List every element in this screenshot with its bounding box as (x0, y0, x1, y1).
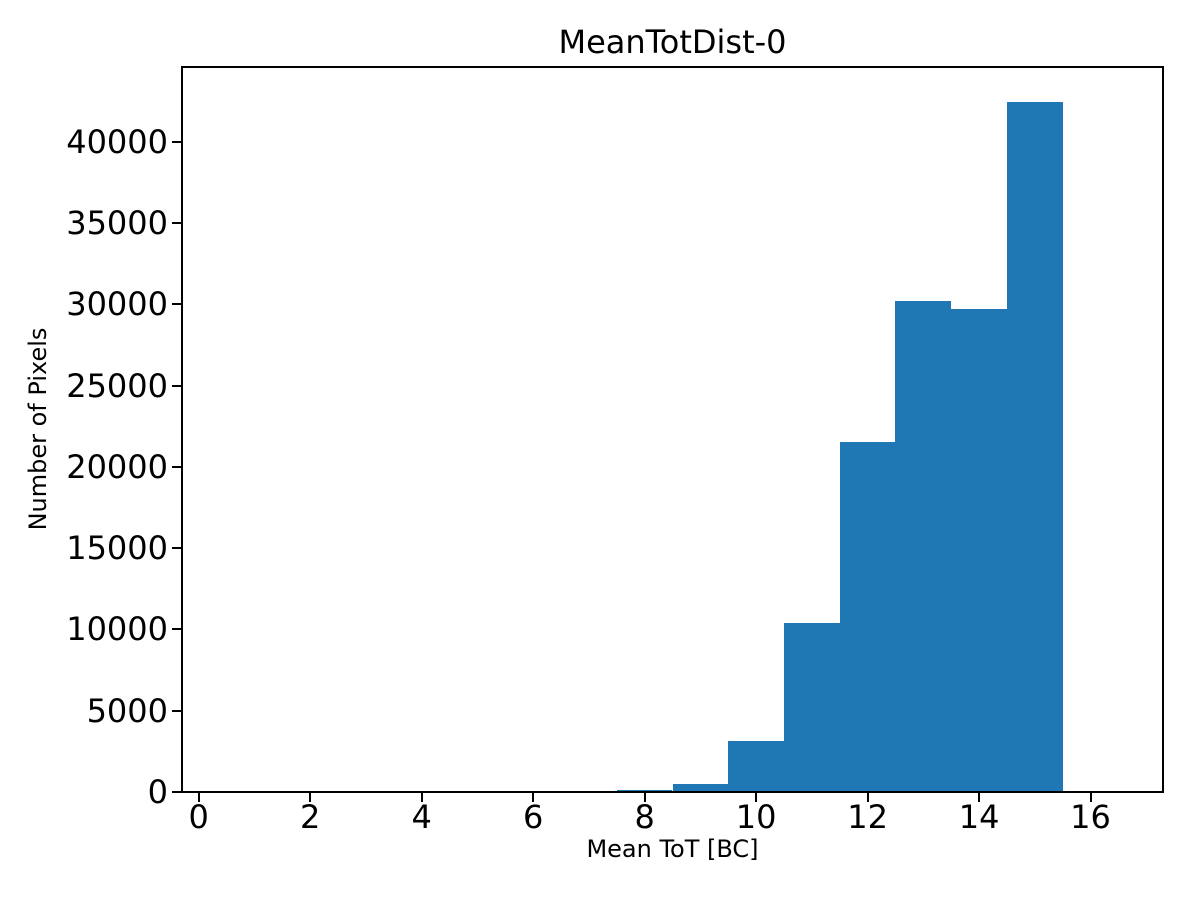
y-tick-label: 10000 (66, 610, 168, 649)
x-tick-label: 14 (958, 798, 1000, 836)
y-tick-label: 40000 (66, 122, 168, 161)
histogram-bar (616, 790, 673, 792)
y-tick-label: 25000 (66, 366, 168, 405)
x-tick-label: 4 (411, 798, 432, 836)
y-axis-label: Number of Pixels (24, 327, 52, 531)
y-tick-label: 0 (147, 773, 168, 811)
x-tick-label: 8 (634, 798, 655, 836)
x-tick-label: 10 (735, 798, 777, 836)
y-tick-mark (172, 140, 182, 143)
y-tick-label: 5000 (86, 691, 168, 730)
x-tick-label: 0 (188, 798, 209, 836)
chart-title: MeanTotDist-0 (558, 23, 787, 61)
y-tick-mark (172, 303, 182, 306)
y-tick-label: 35000 (66, 204, 168, 243)
y-tick-label: 15000 (66, 529, 168, 568)
x-tick-mark (532, 793, 535, 802)
x-tick-label: 6 (522, 798, 544, 836)
y-tick-mark (172, 628, 182, 631)
x-tick-mark (978, 793, 981, 802)
x-tick-mark (643, 793, 646, 802)
x-tick-mark (197, 793, 200, 802)
x-tick-mark (755, 793, 758, 802)
x-tick-mark (420, 793, 423, 802)
x-tick-mark (309, 793, 312, 802)
x-tick-label: 16 (1070, 798, 1111, 836)
y-tick-label: 30000 (66, 285, 168, 324)
x-tick-mark (866, 793, 869, 802)
y-tick-mark (172, 222, 182, 225)
x-axis-label: Mean ToT [BC] (586, 835, 759, 863)
x-tick-label: 12 (847, 798, 888, 836)
histogram-bar (1006, 102, 1063, 792)
histogram-bar (895, 300, 952, 792)
y-tick-mark (172, 547, 182, 550)
y-tick-mark (172, 384, 182, 387)
histogram-bar (783, 622, 840, 792)
histogram-bar (728, 740, 784, 792)
histogram-bar (951, 308, 1007, 792)
y-tick-label: 20000 (66, 447, 168, 486)
y-tick-mark (172, 791, 182, 793)
histogram-bar (839, 441, 896, 792)
x-tick-label: 2 (300, 798, 321, 836)
y-tick-mark (172, 465, 182, 468)
histogram-bar (672, 783, 729, 792)
y-tick-mark (172, 709, 182, 712)
x-tick-mark (1089, 793, 1092, 802)
